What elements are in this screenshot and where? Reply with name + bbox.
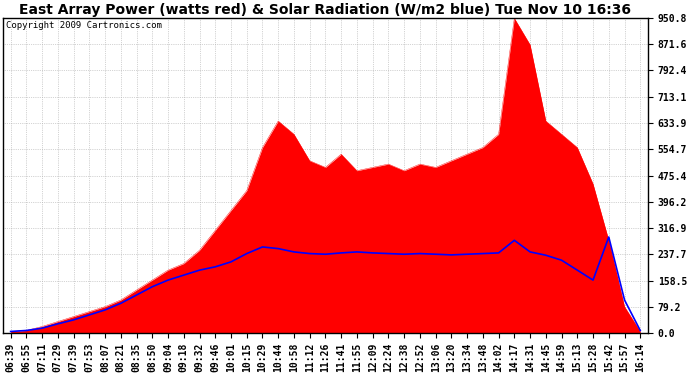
Title: East Array Power (watts red) & Solar Radiation (W/m2 blue) Tue Nov 10 16:36: East Array Power (watts red) & Solar Rad…: [19, 3, 631, 17]
Text: Copyright 2009 Cartronics.com: Copyright 2009 Cartronics.com: [6, 21, 162, 30]
